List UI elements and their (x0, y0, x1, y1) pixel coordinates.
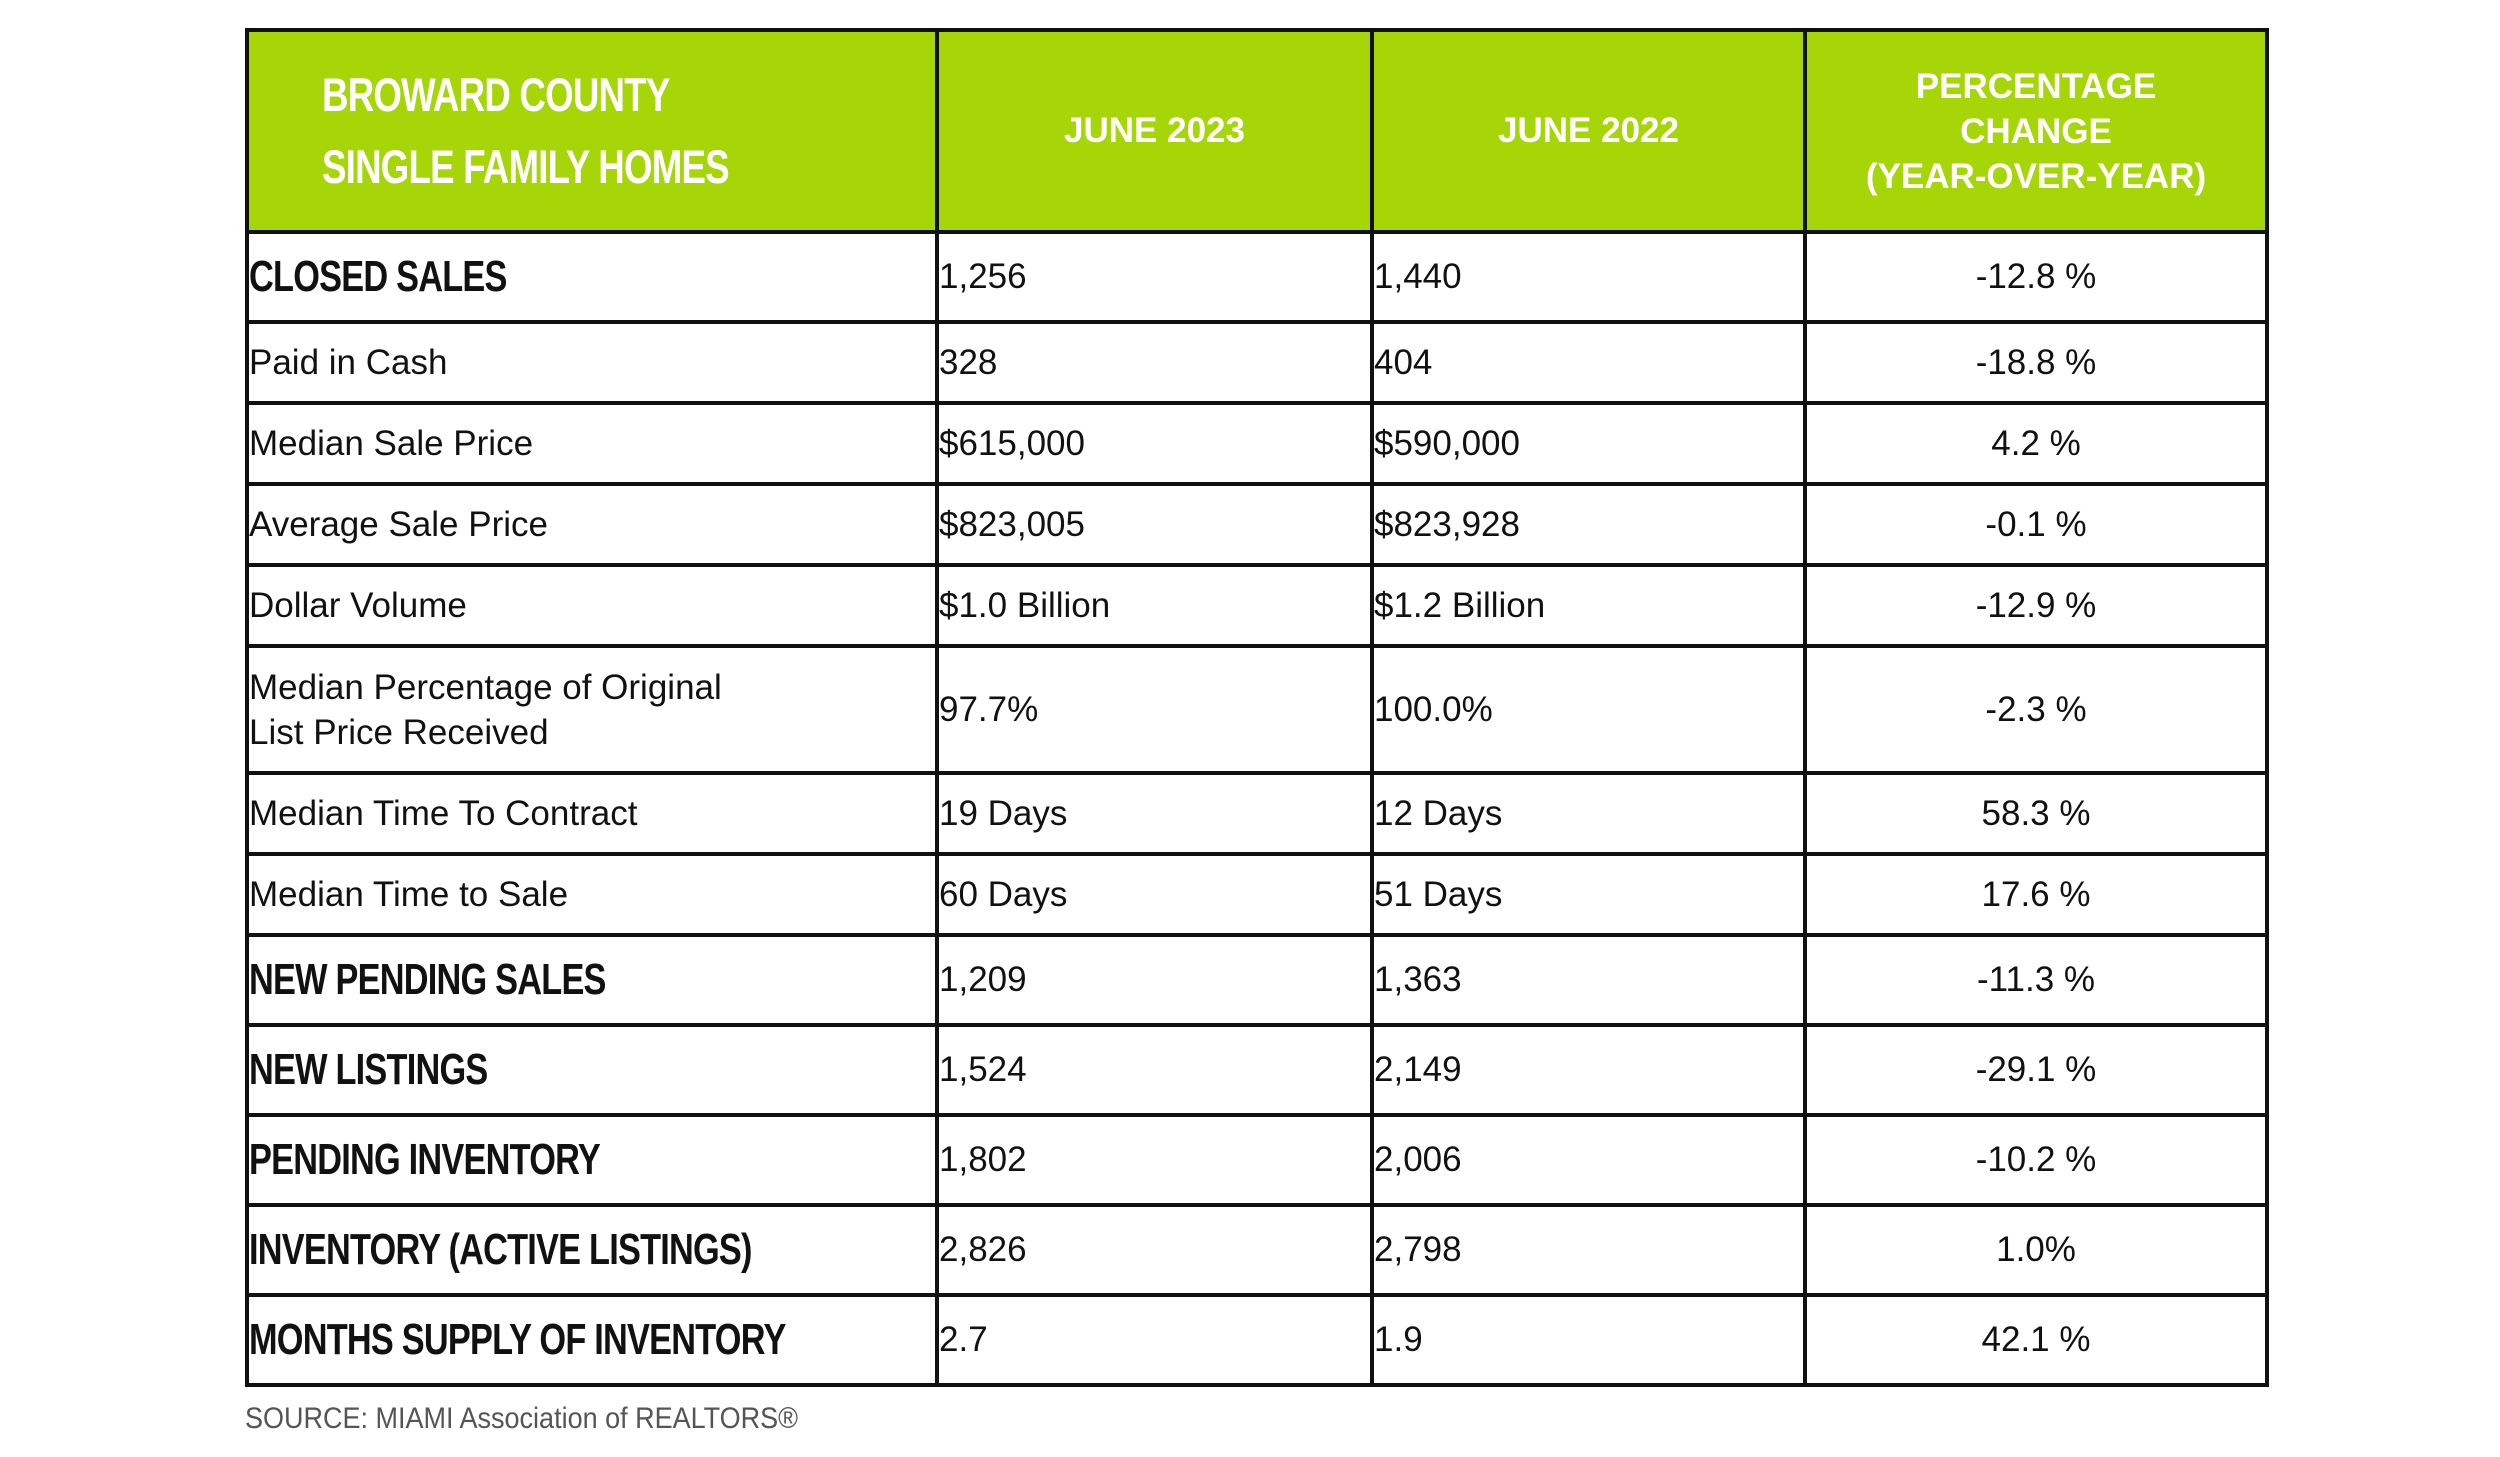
header-previous-period: JUNE 2022 (1370, 28, 1807, 234)
row-label: NEW PENDING SALES (245, 933, 939, 1027)
header-percentage-change: PERCENTAGE CHANGE (YEAR-OVER-YEAR) (1803, 28, 2269, 234)
change-value: 58.3 % (1803, 771, 2269, 856)
table-row-median-time-to-sale: Median Time to Sale 60 Days 51 Days 17.6… (245, 852, 2269, 937)
current-value: 60 Days (935, 852, 1374, 937)
previous-value: 2,149 (1370, 1023, 1807, 1117)
row-label: Median Sale Price (245, 401, 939, 486)
row-label: MONTHS SUPPLY OF INVENTORY (245, 1293, 939, 1387)
previous-value: 1,440 (1370, 230, 1807, 324)
row-label: NEW LISTINGS (245, 1023, 939, 1117)
previous-value: 51 Days (1370, 852, 1807, 937)
current-value: 1,256 (935, 230, 1374, 324)
row-label-text: NEW LISTINGS (249, 1045, 488, 1094)
stats-table-container: BROWARD COUNTY SINGLE FAMILY HOMES JUNE … (245, 28, 2269, 1387)
current-value: 328 (935, 320, 1374, 405)
pct-header-line2: CHANGE (1960, 111, 2112, 151)
row-label: Median Time to Sale (245, 852, 939, 937)
row-label-line2: List Price Received (249, 712, 549, 752)
row-label: Average Sale Price (245, 482, 939, 567)
row-label-text: INVENTORY (ACTIVE LISTINGS) (249, 1225, 752, 1274)
table-row-new-listings: NEW LISTINGS 1,524 2,149 -29.1 % (245, 1023, 2269, 1117)
header-current-period: JUNE 2023 (935, 28, 1374, 234)
change-value: 1.0% (1803, 1203, 2269, 1297)
table-row-months-supply: MONTHS SUPPLY OF INVENTORY 2.7 1.9 42.1 … (245, 1293, 2269, 1387)
change-value: -2.3 % (1803, 644, 2269, 775)
table-row-dollar-volume: Dollar Volume $1.0 Billion $1.2 Billion … (245, 563, 2269, 648)
row-label: Median Time To Contract (245, 771, 939, 856)
row-label: INVENTORY (ACTIVE LISTINGS) (245, 1203, 939, 1297)
county-title-line2: SINGLE FAMILY HOMES (322, 140, 730, 193)
current-value: 19 Days (935, 771, 1374, 856)
previous-value: $823,928 (1370, 482, 1807, 567)
change-value: -12.9 % (1803, 563, 2269, 648)
row-label-text: CLOSED SALES (249, 252, 507, 301)
previous-value: $1.2 Billion (1370, 563, 1807, 648)
pct-header-line3: (YEAR-OVER-YEAR) (1865, 156, 2207, 196)
row-label: PENDING INVENTORY (245, 1113, 939, 1207)
county-title-line1: BROWARD COUNTY (322, 68, 670, 121)
table-row-median-pct-list-price: Median Percentage of Original List Price… (245, 644, 2269, 775)
row-label: CLOSED SALES (245, 230, 939, 324)
current-value: 2,826 (935, 1203, 1374, 1297)
row-label-text: MONTHS SUPPLY OF INVENTORY (249, 1315, 786, 1364)
change-value: 4.2 % (1803, 401, 2269, 486)
change-value: -11.3 % (1803, 933, 2269, 1027)
previous-value: 2,798 (1370, 1203, 1807, 1297)
previous-value: 404 (1370, 320, 1807, 405)
table-row-pending-inventory: PENDING INVENTORY 1,802 2,006 -10.2 % (245, 1113, 2269, 1207)
header-county-title: BROWARD COUNTY SINGLE FAMILY HOMES (245, 28, 939, 234)
change-value: -29.1 % (1803, 1023, 2269, 1117)
row-label-text: NEW PENDING SALES (249, 955, 606, 1004)
table-row-median-sale-price: Median Sale Price $615,000 $590,000 4.2 … (245, 401, 2269, 486)
previous-value: 12 Days (1370, 771, 1807, 856)
header-row: BROWARD COUNTY SINGLE FAMILY HOMES JUNE … (245, 28, 2269, 234)
change-value: -0.1 % (1803, 482, 2269, 567)
pct-header-line1: PERCENTAGE (1915, 66, 2157, 106)
previous-value: 2,006 (1370, 1113, 1807, 1207)
table-row-inventory-active-listings: INVENTORY (ACTIVE LISTINGS) 2,826 2,798 … (245, 1203, 2269, 1297)
current-value: 1,802 (935, 1113, 1374, 1207)
change-value: -18.8 % (1803, 320, 2269, 405)
row-label: Paid in Cash (245, 320, 939, 405)
current-value: 1,209 (935, 933, 1374, 1027)
change-value: -10.2 % (1803, 1113, 2269, 1207)
table-row-new-pending-sales: NEW PENDING SALES 1,209 1,363 -11.3 % (245, 933, 2269, 1027)
current-value: $823,005 (935, 482, 1374, 567)
current-value: $615,000 (935, 401, 1374, 486)
change-value: 17.6 % (1803, 852, 2269, 937)
current-value: 2.7 (935, 1293, 1374, 1387)
table-row-median-time-to-contract: Median Time To Contract 19 Days 12 Days … (245, 771, 2269, 856)
current-value: 1,524 (935, 1023, 1374, 1117)
current-value: $1.0 Billion (935, 563, 1374, 648)
previous-value: 100.0% (1370, 644, 1807, 775)
previous-value: 1.9 (1370, 1293, 1807, 1387)
table-row-closed-sales: CLOSED SALES 1,256 1,440 -12.8 % (245, 230, 2269, 324)
row-label: Dollar Volume (245, 563, 939, 648)
previous-value: $590,000 (1370, 401, 1807, 486)
row-label: Median Percentage of Original List Price… (245, 644, 939, 775)
row-label-text: PENDING INVENTORY (249, 1135, 601, 1184)
market-stats-table: BROWARD COUNTY SINGLE FAMILY HOMES JUNE … (245, 28, 2269, 1387)
table-row-paid-in-cash: Paid in Cash 328 404 -18.8 % (245, 320, 2269, 405)
change-value: -12.8 % (1803, 230, 2269, 324)
row-label-line1: Median Percentage of Original (249, 667, 722, 707)
table-row-average-sale-price: Average Sale Price $823,005 $823,928 -0.… (245, 482, 2269, 567)
source-credit: SOURCE: MIAMI Association of REALTORS® (245, 1402, 799, 1435)
previous-value: 1,363 (1370, 933, 1807, 1027)
change-value: 42.1 % (1803, 1293, 2269, 1387)
current-value: 97.7% (935, 644, 1374, 775)
